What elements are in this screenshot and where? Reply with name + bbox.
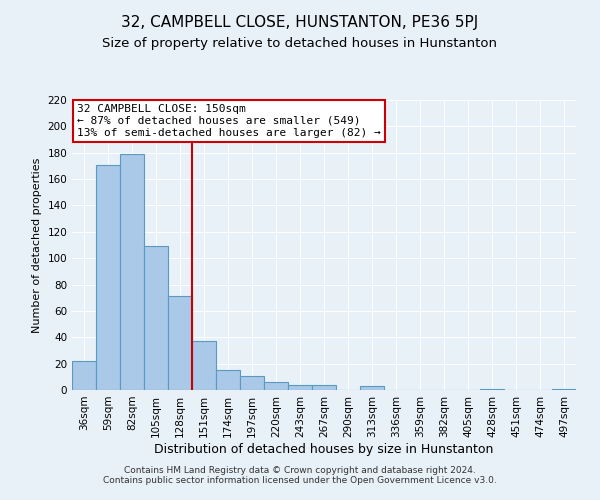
Bar (144, 246, 168, 390)
Y-axis label: Number of detached properties: Number of detached properties (32, 158, 42, 332)
Bar (192, 341, 216, 390)
Bar (168, 296, 192, 390)
Bar (264, 382, 288, 390)
Bar (96, 164, 120, 390)
Bar (288, 384, 312, 390)
Bar (216, 370, 240, 390)
Bar (120, 154, 144, 390)
Text: 32, CAMPBELL CLOSE, HUNSTANTON, PE36 5PJ: 32, CAMPBELL CLOSE, HUNSTANTON, PE36 5PJ (121, 15, 479, 30)
X-axis label: Distribution of detached houses by size in Hunstanton: Distribution of detached houses by size … (154, 442, 494, 456)
Bar (312, 384, 336, 390)
Bar (480, 388, 504, 390)
Text: Size of property relative to detached houses in Hunstanton: Size of property relative to detached ho… (103, 38, 497, 51)
Bar (240, 376, 264, 390)
Text: 32 CAMPBELL CLOSE: 150sqm
← 87% of detached houses are smaller (549)
13% of semi: 32 CAMPBELL CLOSE: 150sqm ← 87% of detac… (77, 104, 381, 138)
Bar (552, 388, 576, 390)
Bar (72, 361, 96, 390)
Text: Contains HM Land Registry data © Crown copyright and database right 2024.
Contai: Contains HM Land Registry data © Crown c… (103, 466, 497, 485)
Bar (360, 386, 384, 390)
